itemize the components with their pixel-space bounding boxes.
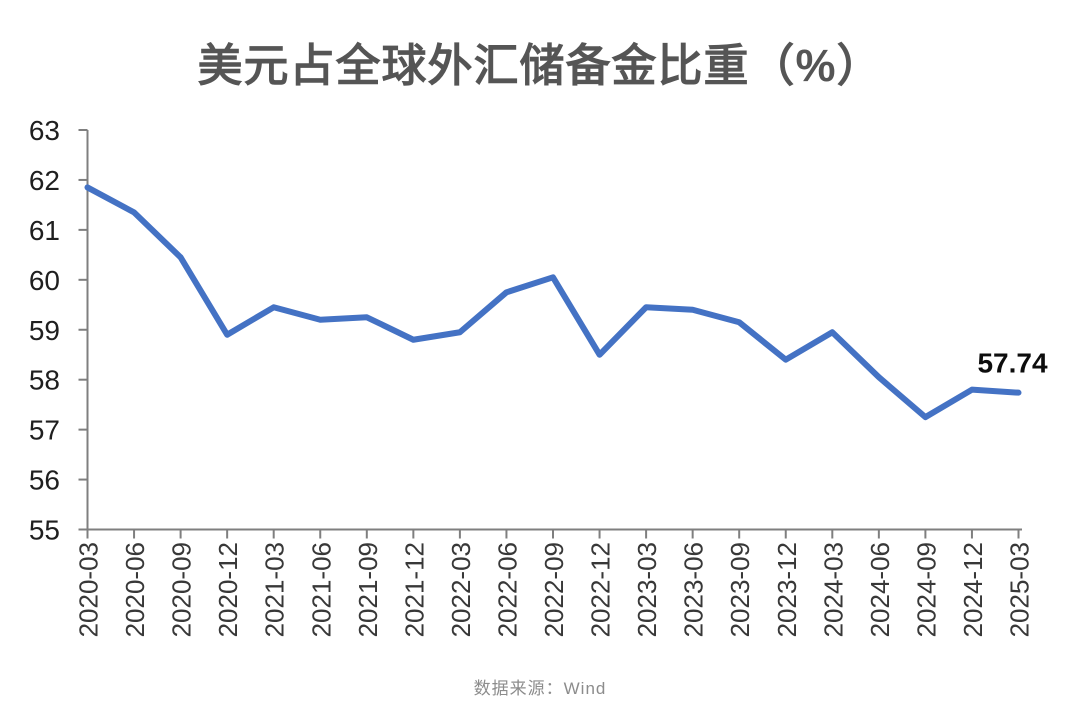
y-tick-label: 61 <box>29 215 60 246</box>
x-tick-label: 2022-03 <box>446 542 476 637</box>
chart-title: 美元占全球外汇储备金比重（%） <box>197 40 883 91</box>
data-source-label: 数据来源：Wind <box>473 679 607 698</box>
y-tick-label: 57 <box>29 415 60 446</box>
x-tick-label: 2024-06 <box>865 542 895 637</box>
y-tick-label: 63 <box>29 115 60 146</box>
x-tick-label: 2020-03 <box>74 542 104 637</box>
last-value-label: 57.74 <box>977 348 1047 379</box>
x-tick-label: 2021-06 <box>306 542 336 637</box>
x-tick-label: 2024-12 <box>958 542 988 637</box>
y-tick-label: 62 <box>29 165 60 196</box>
x-tick-label: 2023-09 <box>725 542 755 637</box>
x-tick-label: 2020-12 <box>213 542 243 637</box>
x-tick-label: 2023-12 <box>772 542 802 637</box>
y-tick-label: 55 <box>29 515 60 546</box>
x-tick-label: 2022-09 <box>539 542 569 637</box>
x-tick-label: 2023-03 <box>632 542 662 637</box>
x-tick-label: 2022-06 <box>492 542 522 637</box>
x-tick-label: 2021-03 <box>260 542 290 637</box>
usd-reserve-share-line <box>84 184 1022 421</box>
x-tick-label: 2024-09 <box>911 542 941 637</box>
x-tick-label: 2021-12 <box>399 542 429 637</box>
y-tick-label: 58 <box>29 365 60 396</box>
x-tick-label: 2020-09 <box>167 542 197 637</box>
x-tick-label: 2022-12 <box>586 542 616 637</box>
x-tick-label: 2025-03 <box>1005 542 1035 637</box>
x-tick-label: 2024-03 <box>818 542 848 637</box>
x-tick-label: 2023-06 <box>679 542 709 637</box>
y-tick-label: 59 <box>29 315 60 346</box>
x-tick-label: 2021-09 <box>353 542 383 637</box>
x-tick-label: 2020-06 <box>120 542 150 637</box>
y-tick-label: 60 <box>29 265 60 296</box>
y-tick-label: 56 <box>29 465 60 496</box>
